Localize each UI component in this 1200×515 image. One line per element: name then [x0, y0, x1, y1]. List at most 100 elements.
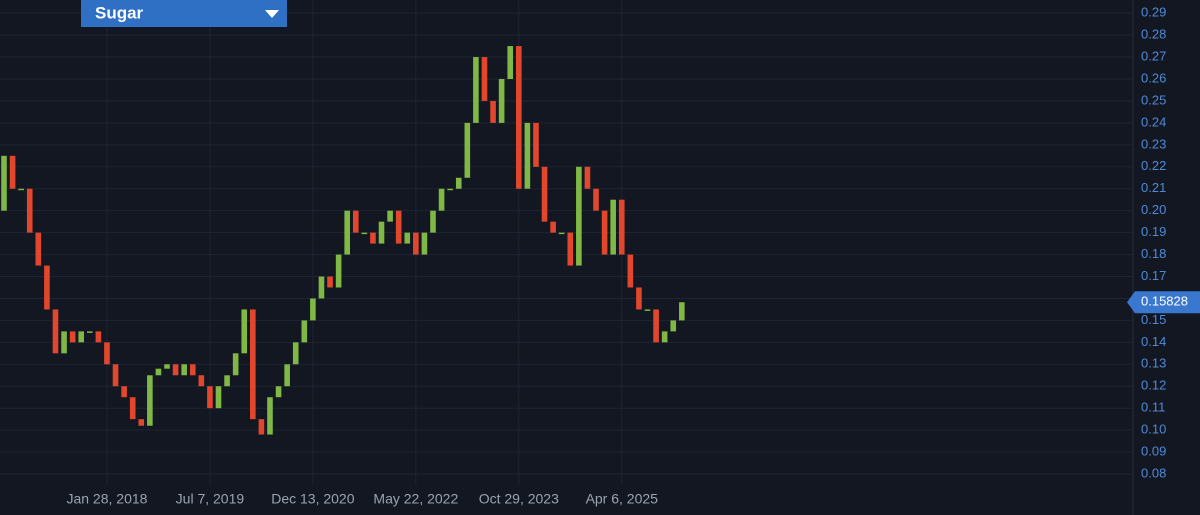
candle-body — [78, 331, 85, 343]
candle-body — [61, 331, 67, 354]
x-tick-label: Jan 28, 2018 — [66, 491, 147, 507]
y-tick-label: 0.21 — [1141, 180, 1166, 195]
candle-body — [147, 375, 153, 426]
y-tick-label: 0.12 — [1141, 378, 1166, 393]
candle-body — [481, 57, 488, 101]
candle-body — [541, 166, 548, 222]
candle-body — [267, 397, 273, 435]
candle-body — [155, 368, 162, 376]
candle-body — [138, 419, 145, 426]
candle-body — [232, 353, 239, 376]
candle-body — [558, 232, 565, 235]
y-tick-label: 0.26 — [1141, 70, 1166, 85]
candle-body — [318, 276, 325, 299]
candle-body — [241, 309, 248, 354]
candle-body — [121, 386, 127, 398]
candle-body — [636, 287, 642, 310]
candle-body — [533, 122, 539, 167]
candle-body — [661, 331, 668, 343]
candle-body — [352, 210, 359, 233]
candle-body — [301, 320, 308, 343]
candle-body — [404, 232, 411, 244]
candle-body — [610, 199, 616, 255]
candle-body — [292, 342, 299, 365]
candle-body — [524, 122, 531, 189]
candle-body — [679, 302, 685, 321]
candle-body — [172, 364, 179, 376]
candle-body — [9, 155, 16, 189]
candle-body — [335, 254, 342, 288]
x-tick-label: Apr 6, 2025 — [586, 491, 659, 507]
y-tick-label: 0.28 — [1141, 27, 1166, 42]
candle-body — [224, 375, 230, 387]
candle-body — [69, 331, 76, 343]
candle-body — [395, 210, 402, 244]
chart-title[interactable]: Sugar — [95, 3, 144, 22]
y-tick-label: 0.29 — [1141, 5, 1166, 20]
plot-area — [0, 0, 1133, 485]
y-tick-label: 0.25 — [1141, 92, 1166, 107]
candle-body — [644, 309, 651, 311]
candle-body — [18, 188, 24, 191]
candle-body — [447, 188, 453, 191]
y-tick-label: 0.08 — [1141, 465, 1166, 480]
candle-body — [490, 100, 496, 123]
candle-body — [310, 298, 316, 321]
y-tick-label: 0.15 — [1141, 312, 1166, 327]
y-tick-label: 0.23 — [1141, 136, 1166, 151]
candle-body — [421, 232, 428, 255]
candle-body — [361, 232, 368, 235]
candle-body — [1, 155, 7, 211]
candle-body — [464, 122, 471, 178]
candle-body — [593, 188, 599, 211]
dropdown-arrow[interactable] — [265, 10, 279, 18]
candle-body — [387, 210, 393, 222]
last-price-label: 0.15828 — [1141, 294, 1188, 309]
y-tick-label: 0.13 — [1141, 356, 1166, 371]
candle-body — [250, 309, 256, 420]
y-tick-label: 0.20 — [1141, 202, 1166, 217]
candle-body — [215, 386, 222, 409]
candle-body — [567, 232, 574, 266]
candle-body — [653, 309, 659, 343]
candle-body — [95, 331, 102, 343]
candle-body — [584, 166, 591, 189]
candle-body — [44, 265, 50, 310]
candle-body — [344, 210, 350, 255]
y-tick-label: 0.09 — [1141, 444, 1166, 459]
candle-body — [378, 221, 385, 244]
candle-body — [112, 364, 119, 387]
candle-body — [413, 232, 419, 255]
symbol-dropdown[interactable]: Sugar — [81, 0, 287, 27]
candle-body — [438, 188, 445, 211]
candle-body — [26, 188, 33, 233]
candle-body — [104, 342, 110, 365]
y-tick-label: 0.10 — [1141, 422, 1166, 437]
candle-body — [507, 46, 514, 80]
candle-body — [87, 331, 93, 333]
dropdown-box[interactable] — [81, 0, 287, 27]
x-tick-label: Oct 29, 2023 — [479, 491, 559, 507]
candle-body — [670, 320, 677, 332]
candle-body — [164, 364, 170, 369]
y-tick-label: 0.17 — [1141, 268, 1166, 283]
y-tick-label: 0.19 — [1141, 224, 1166, 239]
y-tick-label: 0.14 — [1141, 334, 1166, 349]
candle-body — [601, 210, 608, 255]
last-price-tag — [1127, 291, 1200, 314]
candle-body — [258, 419, 265, 435]
candle-body — [129, 397, 136, 420]
candle-body — [627, 254, 634, 288]
candle-body — [35, 232, 42, 266]
x-tick-label: Jul 7, 2019 — [176, 491, 245, 507]
candle-body — [189, 364, 196, 376]
y-tick-label: 0.27 — [1141, 48, 1166, 63]
candle-body — [207, 386, 213, 409]
candle-body — [327, 276, 333, 288]
candle-body — [576, 166, 582, 266]
candle-body — [284, 364, 290, 387]
candle-body — [618, 199, 625, 255]
candle-body — [52, 309, 59, 354]
